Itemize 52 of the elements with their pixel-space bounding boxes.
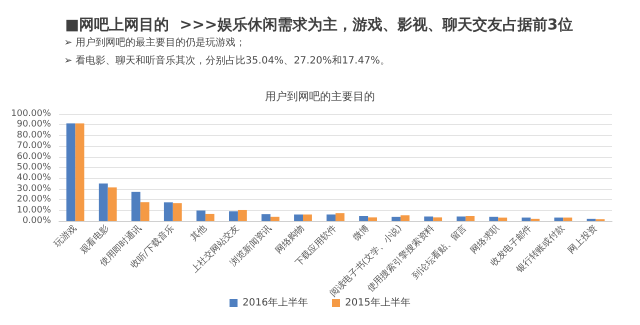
bar — [456, 216, 466, 221]
bar — [108, 187, 117, 221]
bar — [326, 214, 336, 221]
text: ➢ 用户到网吧的最主要目的仍是玩游戏； — [64, 36, 246, 48]
bar — [400, 215, 410, 221]
bar — [270, 216, 280, 221]
legend-label: 2016年上半年 — [242, 296, 308, 308]
bar — [359, 216, 368, 221]
bar — [238, 210, 247, 221]
bar — [75, 123, 84, 221]
y-tick-label: 70.00% — [16, 141, 52, 152]
bar — [392, 216, 401, 221]
y-tick-label: 50.00% — [16, 162, 52, 172]
y-tick-label: 60.00% — [16, 152, 52, 162]
bar — [228, 211, 238, 221]
x-tick-label: 微博 — [351, 222, 372, 244]
y-tick-label: 80.00% — [16, 130, 52, 140]
bar — [466, 216, 475, 221]
bar — [489, 216, 498, 221]
chart-title: ■网吧上网目的 >>>娱乐休闲需求为主，游戏、影视、聊天交友占据前3位 — [65, 16, 573, 34]
bar — [196, 210, 206, 221]
y-tick-label: 20.00% — [16, 194, 52, 205]
y-tick-label: 30.00% — [16, 184, 52, 194]
bar — [433, 217, 442, 221]
bar — [336, 213, 344, 221]
bar — [498, 218, 508, 221]
bar — [131, 192, 140, 221]
bar — [98, 184, 108, 221]
bar — [368, 217, 377, 221]
y-tick-label: 90.00% — [16, 120, 52, 130]
bar — [205, 214, 214, 221]
bar — [302, 214, 312, 221]
y-tick-label: 0.00% — [22, 216, 52, 226]
chart-subtitle: 用户到网吧的主要目的 — [265, 90, 375, 103]
bar — [294, 214, 303, 221]
bar — [140, 202, 150, 221]
bar — [172, 203, 182, 221]
bar — [554, 218, 564, 221]
y-tick-label: 40.00% — [16, 173, 52, 184]
bar — [164, 202, 173, 221]
bar — [66, 123, 76, 221]
bar — [522, 218, 531, 221]
x-tick-label: 网上投资 — [566, 222, 600, 256]
y-tick-label: 100.00% — [10, 109, 52, 119]
legend-label: 2015年上半年 — [345, 296, 410, 308]
x-tick-label: 其他 — [188, 222, 209, 244]
text: ➢ 看电影、聊天和听音乐其次，分别占比35.04%、27.20%和17.47%。 — [64, 54, 390, 66]
bar — [563, 218, 572, 221]
y-tick-label: 10.00% — [16, 205, 52, 216]
bar — [424, 216, 434, 221]
bar — [262, 214, 270, 221]
x-tick-label: 玩游戏 — [52, 222, 79, 250]
